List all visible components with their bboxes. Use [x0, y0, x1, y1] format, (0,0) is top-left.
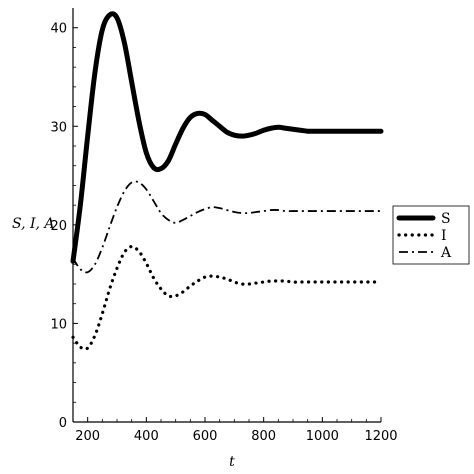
- x-tick-label: 1200: [364, 429, 397, 444]
- y-tick-label: 30: [50, 120, 67, 135]
- series-line-I: [71, 244, 383, 351]
- series-layer: [70, 11, 384, 351]
- axes: [72, 8, 381, 423]
- y-tick-label: 10: [50, 317, 67, 332]
- series-line-S: [70, 11, 384, 264]
- y-tick-label: 40: [50, 22, 67, 37]
- x-tick-label: 200: [75, 429, 100, 444]
- x-tick-label: 400: [134, 429, 159, 444]
- y-axis-label: S, I, A: [12, 216, 55, 232]
- x-tick-label: 600: [193, 429, 218, 444]
- y-tick-label: 20: [50, 219, 67, 234]
- x-tick-label: 800: [251, 429, 276, 444]
- legend-label-S: S: [441, 211, 451, 227]
- series-line-A: [72, 180, 381, 274]
- legend-label-I: I: [441, 228, 447, 244]
- legend: SIA: [392, 205, 470, 265]
- legend-label-A: A: [440, 245, 452, 261]
- x-tick-label: 1000: [306, 429, 339, 444]
- x-axis-label: t: [229, 454, 235, 470]
- y-tick-label: 0: [59, 416, 67, 431]
- ticks: 200 400 600 800 1000 1200 0 10 20 30 40: [50, 22, 397, 444]
